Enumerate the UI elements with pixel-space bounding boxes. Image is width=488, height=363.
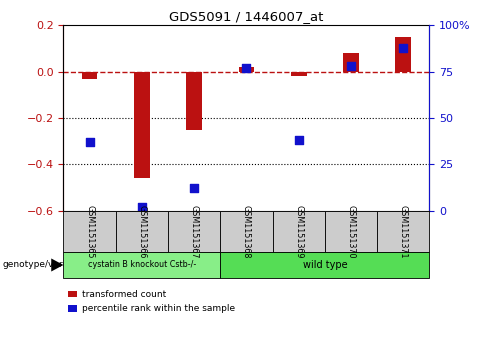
Bar	[395, 37, 411, 72]
Text: GSM1151371: GSM1151371	[399, 205, 408, 258]
Bar	[239, 67, 254, 72]
Text: GSM1151367: GSM1151367	[190, 205, 199, 258]
Bar	[343, 53, 359, 72]
Point	[86, 139, 94, 145]
Point	[243, 65, 250, 71]
Text: GSM1151365: GSM1151365	[85, 205, 94, 258]
Text: transformed count: transformed count	[82, 290, 166, 298]
Text: GSM1151369: GSM1151369	[294, 205, 303, 258]
Point	[138, 204, 146, 210]
Title: GDS5091 / 1446007_at: GDS5091 / 1446007_at	[169, 10, 324, 23]
Point	[295, 137, 303, 143]
Point	[190, 185, 198, 191]
Text: percentile rank within the sample: percentile rank within the sample	[82, 304, 235, 313]
Bar	[82, 72, 98, 79]
Text: genotype/variation: genotype/variation	[2, 261, 89, 269]
Text: GSM1151370: GSM1151370	[346, 205, 356, 258]
Bar	[134, 72, 150, 178]
Bar	[291, 72, 306, 76]
Point	[347, 63, 355, 69]
Text: cystatin B knockout Cstb-/-: cystatin B knockout Cstb-/-	[88, 261, 196, 269]
Text: GSM1151368: GSM1151368	[242, 205, 251, 258]
Text: GSM1151366: GSM1151366	[137, 205, 146, 258]
Point	[399, 45, 407, 50]
Text: wild type: wild type	[303, 260, 347, 270]
Bar	[186, 72, 202, 130]
